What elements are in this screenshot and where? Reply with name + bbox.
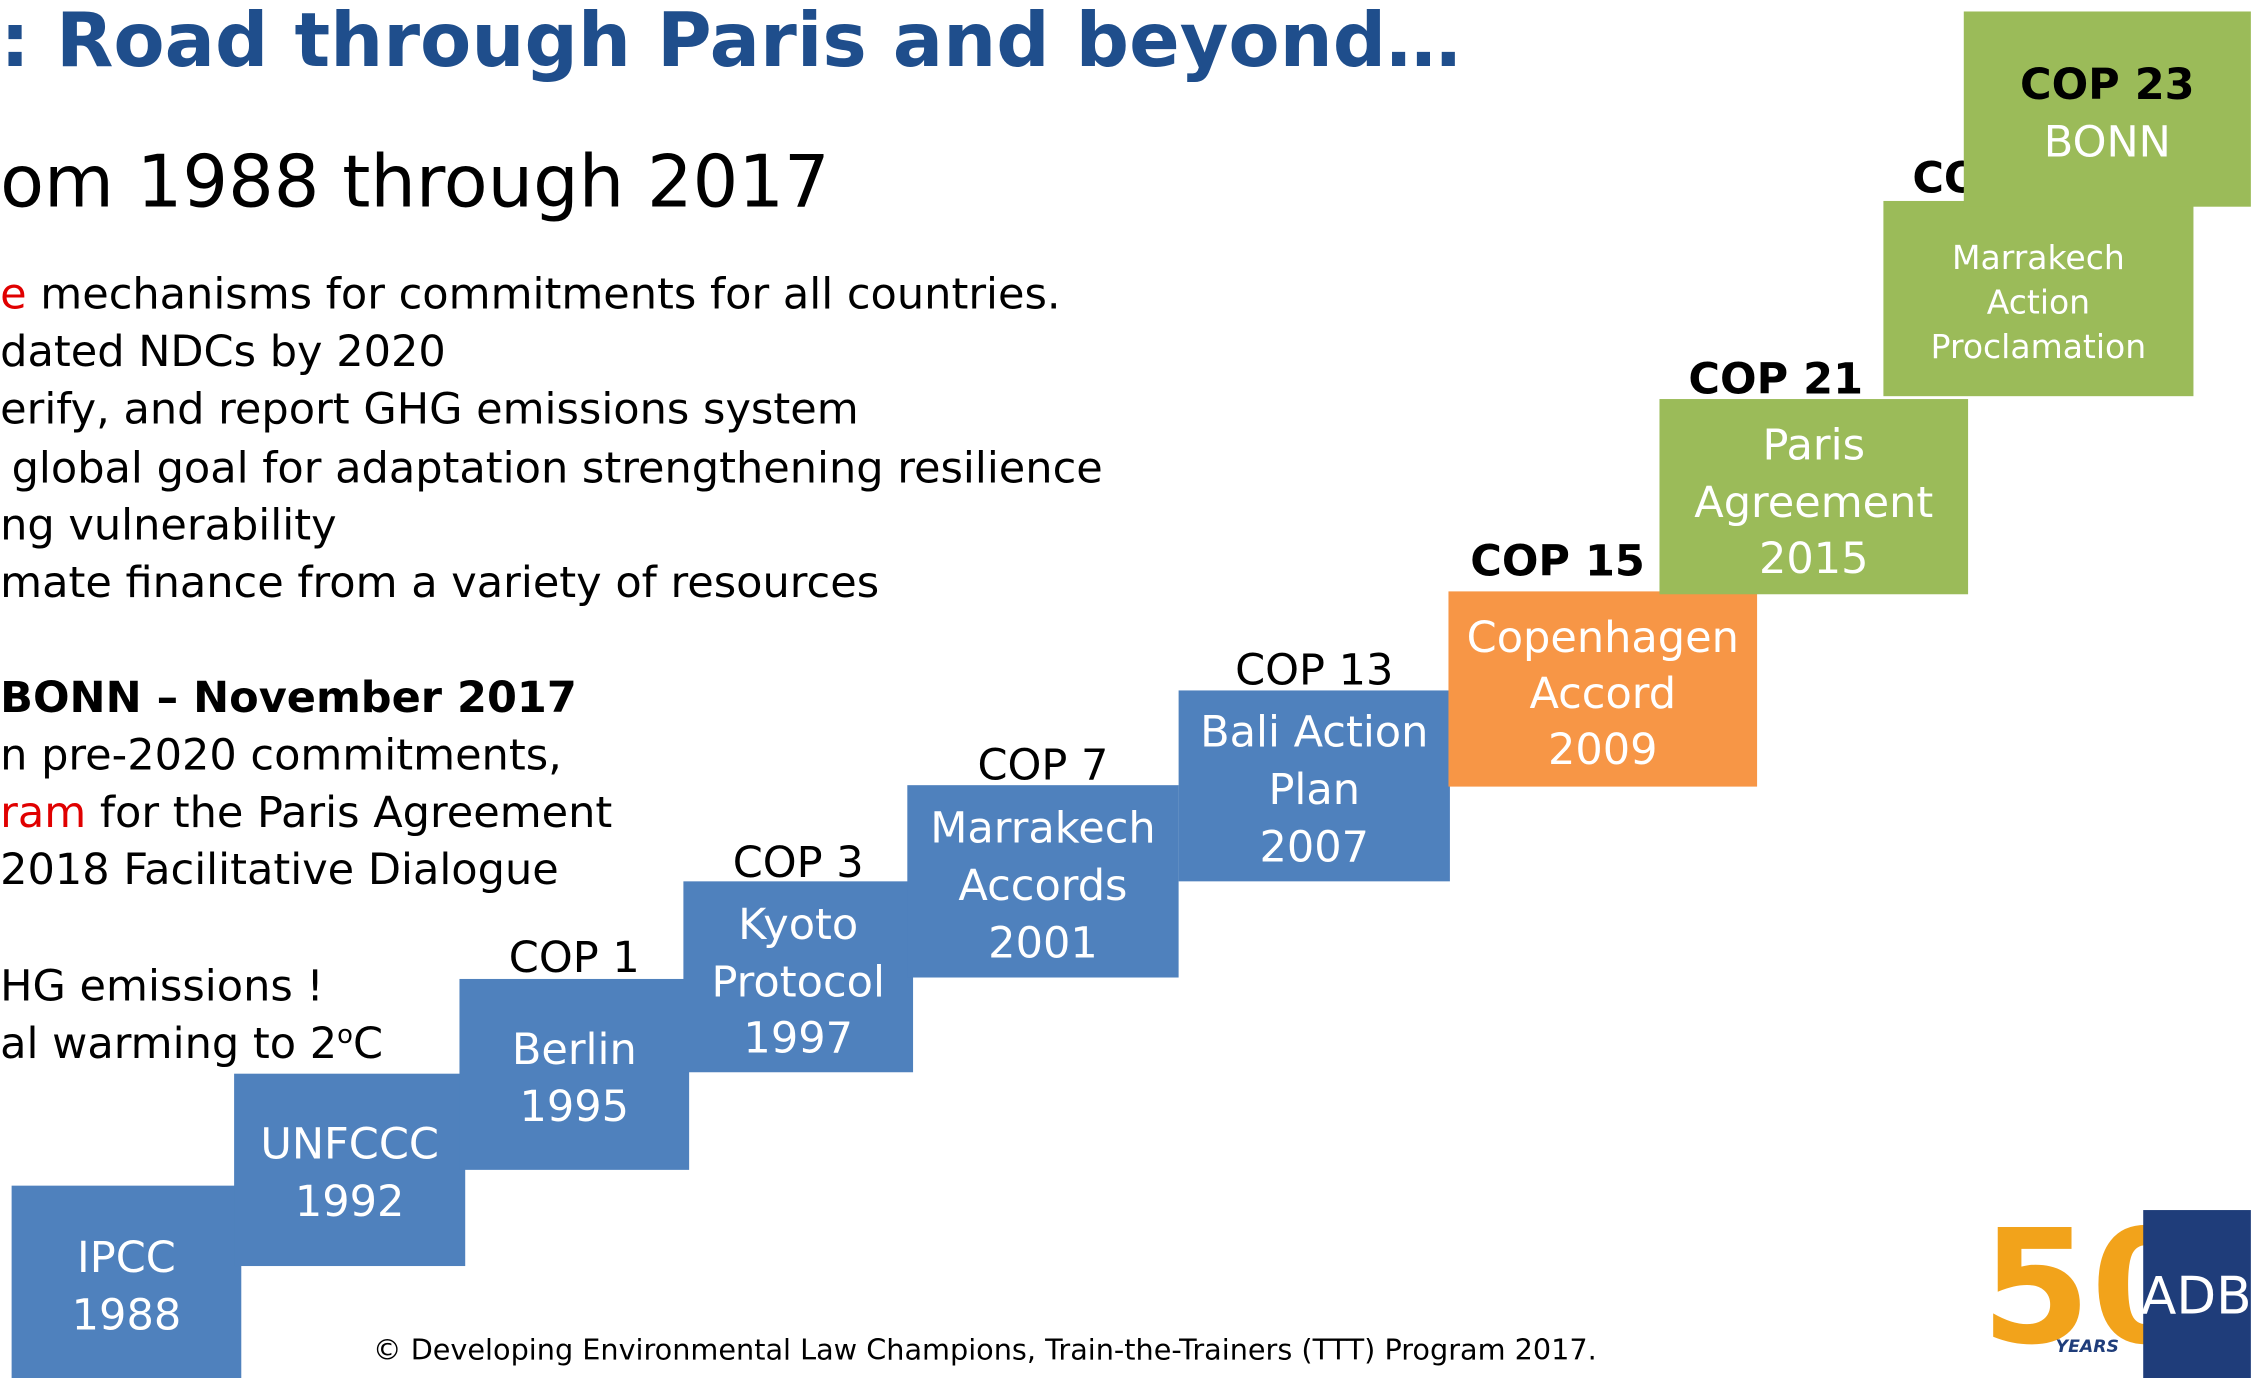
bullets: e mechanisms for commitments for all cou… [0,270,1103,1069]
footer: © Developing Environmental Law Champions… [373,1332,1597,1366]
step-text: 2001 [988,919,1098,969]
step-text: 1992 [295,1177,405,1227]
step-box [1178,690,1450,882]
step-box [1659,399,1969,595]
bullet-line: global goal for adaptation strengthening… [12,443,1103,493]
logo-box [2143,1210,2251,1378]
step-text: Bali Action [1200,708,1428,758]
step-label: COP 21 [1688,354,1863,404]
step-box [11,1185,242,1378]
step-text: Kyoto [738,900,858,950]
staircase: IPCC 1988 UNFCCC 1992 COP 1 Berlin 1995 COP 3 Ky… [11,11,2251,1378]
bullet-text: mechanisms for commitments for all count… [27,270,1061,320]
bullet-line: al warming to 2oC [0,1019,383,1069]
bullet-line: HG emissions ! [0,961,324,1011]
logo-years: YEARS [2056,1337,2119,1357]
step-text: 2007 [1259,822,1369,872]
subtitle: om 1988 through 2017 [0,140,830,224]
step-text: UNFCCC [260,1120,439,1170]
step-text: Accord [1529,669,1676,719]
bullet-text: for the Paris Agreement [86,788,612,838]
bullet-text: ng vulnerability [0,501,336,551]
bullet-line: 2018 Facilitative Dialogue [0,845,559,895]
step-text: BONN [2044,118,2171,168]
bullet-text: HG emissions ! [0,961,324,1011]
bullet-text: erify, and report GHG emissions system [0,384,859,434]
bullet-text: mate finance from a variety of resources [0,558,879,608]
bullet-text: 2018 Facilitative Dialogue [0,845,559,895]
step-text: Accords [958,861,1127,911]
bullet-line: n pre-2020 commitments, [0,730,562,780]
step-text: 2015 [1759,534,1869,584]
bullet-line: ram for the Paris Agreement [0,788,612,838]
step-text: Berlin [512,1025,637,1075]
bullet-line: dated NDCs by 2020 [0,327,446,377]
logo-org: ADB [2141,1266,2251,1326]
step-text: IPCC [77,1233,176,1283]
logo: 50 YEARS ADB [1981,1196,2251,1378]
step-label: COP 23 [2020,60,2195,110]
step-text: Agreement [1694,478,1933,528]
step-box [1448,591,1758,787]
step-box [459,978,690,1170]
step-text: 1988 [72,1290,182,1340]
step-text: Proclamation [1931,327,2146,366]
step-box [234,1073,466,1267]
step-label: COP 3 [733,838,864,888]
step-label: COP 13 [1235,646,1393,696]
step-text: Marrakech [1952,238,2125,277]
bullet-text: al warming to 2 [0,1019,337,1069]
bullet-text: n pre-2020 commitments, [0,730,562,780]
step-label: COP 7 [977,740,1108,790]
bullet-text: C [353,1019,383,1069]
step-text: Action [1987,283,2090,322]
bullet-text: dated NDCs by 2020 [0,327,446,377]
step-text: Protocol [711,957,884,1007]
step-text: 1995 [520,1082,630,1132]
step-text: Copenhagen [1467,613,1739,663]
bullet-text: e [0,270,26,320]
step-box [907,785,1179,978]
step-text: Marrakech [930,804,1155,854]
bullet-text: BONN – November 2017 [0,673,577,723]
bullet-text: o [337,1020,353,1050]
step-label: COP 15 [1470,537,1645,587]
step-text: Plan [1268,765,1360,815]
step-label: COP 1 [509,933,640,983]
bullet-line: mate finance from a variety of resources [0,558,879,608]
step-box [683,881,914,1073]
step-box [1883,200,2194,397]
step-text: 1997 [743,1013,853,1063]
bullet-line: BONN – November 2017 [0,673,577,723]
bullet-line: e mechanisms for commitments for all cou… [0,270,1060,320]
bullet-line: erify, and report GHG emissions system [0,384,859,434]
title: : Road through Paris and beyond… [0,0,1461,84]
bullet-line: ng vulnerability [0,501,336,551]
step-text: 2009 [1548,725,1658,775]
step-text: Paris [1763,420,1866,470]
step-box [1963,11,2251,207]
bullet-text: ram [0,788,86,838]
bullet-text: global goal for adaptation strengthening… [12,443,1103,493]
